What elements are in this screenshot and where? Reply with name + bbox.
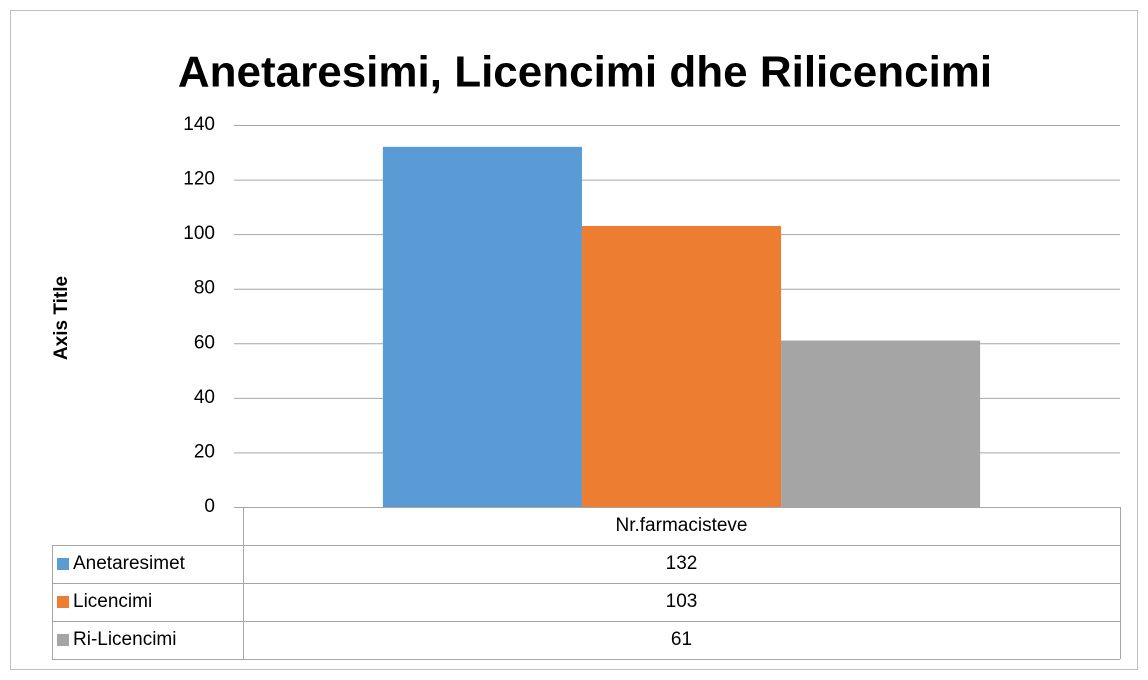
y-tick-label: 40 xyxy=(194,387,215,408)
table-value: 103 xyxy=(666,591,698,612)
legend-label: Licencimi xyxy=(73,591,152,612)
y-tick-label: 60 xyxy=(194,332,215,353)
bar xyxy=(581,225,782,507)
y-tick-label: 20 xyxy=(194,441,215,462)
legend-label: Anetaresimet xyxy=(73,553,186,574)
chart-title: Anetaresimi, Licencimi dhe Rilicencimi xyxy=(178,48,992,97)
x-tick-label: Nr.farmacisteve xyxy=(616,515,748,536)
y-axis-title: Axis Title xyxy=(51,276,72,360)
legend-label: Ri-Licencimi xyxy=(73,629,176,650)
legend-key xyxy=(57,558,69,570)
bar xyxy=(781,340,981,507)
legend-key xyxy=(57,634,69,646)
y-tick-label: 100 xyxy=(183,223,215,244)
y-tick-label: 140 xyxy=(183,114,215,135)
legend-key xyxy=(57,596,69,608)
table-value: 132 xyxy=(666,553,698,574)
bar xyxy=(382,146,582,508)
y-tick-label: 0 xyxy=(204,496,215,517)
table-value: 61 xyxy=(671,629,692,650)
y-tick-label: 120 xyxy=(183,169,215,190)
y-tick-label: 80 xyxy=(194,278,215,299)
